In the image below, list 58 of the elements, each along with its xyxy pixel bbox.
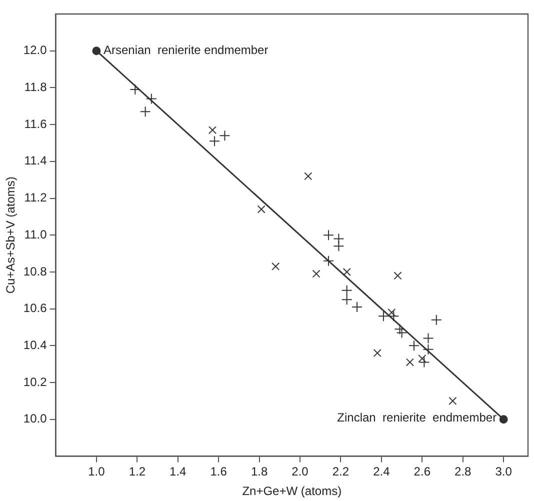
point [378,310,389,322]
point [408,340,420,352]
point [418,356,430,368]
x-tick-label: 2.0 [292,464,309,479]
x-tick-label: 2.4 [373,464,390,479]
x-tick-label: 1.4 [170,464,187,479]
y-tick-label: 10.8 [23,264,48,278]
y-tick-label: 11.6 [24,116,48,131]
point [219,130,230,142]
point [373,348,382,358]
point [448,396,457,405]
point [323,230,334,241]
point [394,272,402,280]
x-tick-label: 1.6 [210,464,228,479]
point [352,301,363,312]
point [304,172,312,180]
point [323,255,334,266]
point [257,205,266,214]
annotation: Arsenian renierite endmember [103,43,268,58]
annotation: Zinclan renierite endmember [337,410,497,425]
x-tick-label: 1.2 [128,464,146,479]
x-tick-label: 2.2 [332,464,350,479]
x-tick-label: 2.8 [454,464,472,479]
x-axis-title: Zn+Ge+W (atoms) [242,484,342,498]
point [146,93,157,104]
y-tick-label: 11.0 [24,227,48,242]
point [396,327,408,338]
point [499,415,508,424]
point [130,84,141,96]
y-tick-label: 10.2 [23,374,48,389]
point [312,270,320,278]
point [422,332,434,344]
point [342,268,351,276]
point [341,294,352,306]
point [422,344,434,355]
point [272,262,280,270]
point [394,324,406,335]
point [92,46,101,56]
point [209,136,220,147]
y-tick-label: 11.2 [24,190,48,205]
y-tick-label: 11.8 [24,80,48,94]
point [341,284,352,296]
point [208,126,217,134]
point [406,358,414,366]
x-tick-label: 1.0 [88,464,106,479]
y-tick-label: 10.4 [23,338,48,352]
y-tick-label: 12.0 [23,43,48,58]
x-tick-label: 3.0 [495,464,512,479]
point [388,310,400,322]
y-axis-title: Cu+As+Sb+V (atoms) [4,176,18,294]
point [140,106,151,118]
y-tick-label: 11.4 [24,154,48,168]
x-tick-label: 1.8 [250,464,268,479]
y-tick-label: 10.6 [23,301,48,316]
x-tick-label: 2.6 [414,464,431,479]
point [333,240,344,252]
point [430,314,442,326]
y-tick-label: 10.0 [23,412,48,426]
